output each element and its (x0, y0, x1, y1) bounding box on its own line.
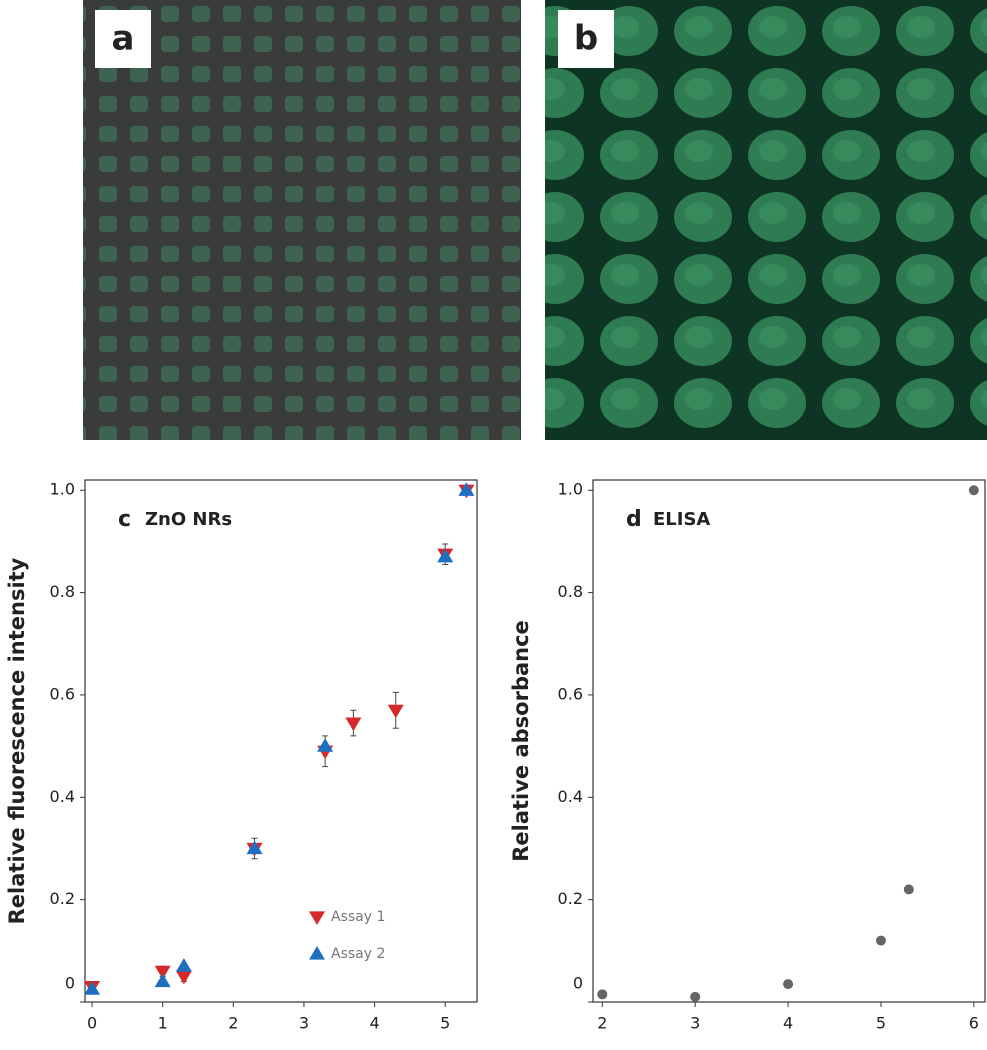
y-tick-label: 0.4 (558, 787, 583, 806)
x-tick-label: 0 (87, 1014, 97, 1033)
x-tick-label: 2 (597, 1014, 607, 1033)
point (246, 840, 263, 855)
label-box (558, 10, 614, 68)
y-tick-label: 0.2 (50, 889, 75, 908)
x-tick-label: 3 (690, 1014, 700, 1033)
panel-label: b (574, 19, 598, 59)
plot-frame (592, 479, 986, 1003)
x-tick-label: 4 (783, 1014, 793, 1033)
legend-marker (309, 911, 325, 925)
point (317, 738, 334, 752)
point (154, 973, 171, 988)
panel-label: d (626, 507, 642, 532)
label-box (95, 10, 151, 68)
image-b (545, 0, 987, 440)
x-tick-label: 3 (299, 1014, 309, 1033)
panel-label: c (118, 507, 131, 532)
legend-marker (309, 946, 325, 960)
plot-frame (84, 479, 478, 1003)
x-tick-label: 5 (440, 1014, 450, 1033)
point (84, 981, 101, 995)
y-tick-label: 0.6 (50, 684, 75, 703)
y-tick-label: 0.8 (50, 582, 75, 601)
legend-label: Assay 1 (331, 909, 385, 925)
x-tick-label: 6 (969, 1014, 979, 1033)
point (437, 548, 454, 563)
x-tick-label: 5 (876, 1014, 886, 1033)
x-tick-label: 4 (369, 1014, 379, 1033)
y-axis-label: Relative absorbance (509, 620, 533, 862)
point (175, 958, 192, 972)
y-tick-label: 0.4 (50, 787, 75, 806)
point (345, 717, 362, 732)
point (175, 970, 192, 985)
y-tick-label: 0.8 (558, 582, 583, 601)
point (875, 935, 886, 946)
point (387, 704, 404, 719)
point (783, 979, 794, 990)
point (968, 485, 979, 496)
x-tick-label: 1 (158, 1014, 168, 1033)
image-a (83, 0, 521, 440)
y-tick-label: 0.6 (558, 684, 583, 703)
point (597, 989, 608, 1000)
point (154, 965, 171, 980)
y-tick-label: 1.0 (50, 480, 75, 499)
point (458, 482, 475, 496)
x-tick-label: 2 (228, 1014, 238, 1033)
chart-title: ELISA (653, 509, 710, 530)
y-tick-label: 0.2 (558, 889, 583, 908)
y-tick-label: 0 (573, 974, 583, 993)
y-tick-label: 1.0 (558, 480, 583, 499)
point (690, 991, 701, 1002)
y-tick-label: 0 (65, 974, 75, 993)
panel-label: a (112, 19, 135, 59)
y-axis-label: Relative fluorescence intensity (5, 557, 29, 924)
chart-title: ZnO NRs (145, 509, 232, 530)
point (903, 884, 914, 895)
legend-label: Assay 2 (331, 946, 385, 962)
